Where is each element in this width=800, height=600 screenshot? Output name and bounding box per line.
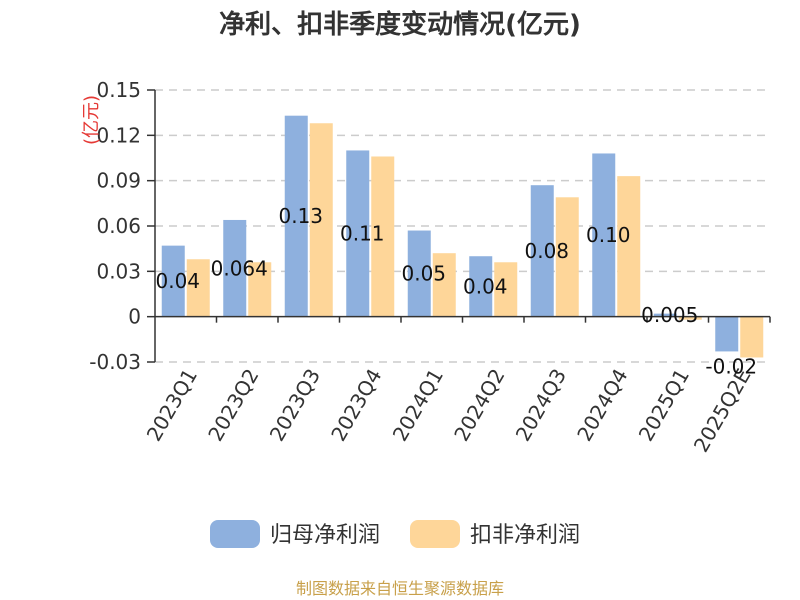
bar-deducted-profit: [617, 176, 641, 317]
x-tick-label: 2024Q1: [388, 365, 448, 446]
bar-deducted-profit: [494, 262, 518, 317]
bar-net-profit: [530, 185, 554, 317]
data-source-note: 制图数据来自恒生聚源数据库: [296, 579, 504, 598]
data-label: 0.04: [155, 269, 200, 293]
x-tick-label: 2024Q3: [511, 365, 571, 446]
bar-deducted-profit: [248, 262, 272, 317]
bar-deducted-profit: [740, 316, 764, 358]
chart-title: 净利、扣非季度变动情况(亿元): [219, 9, 581, 40]
legend-item-deducted-profit[interactable]: 扣非净利润: [410, 520, 580, 548]
legend-item-net-profit[interactable]: 归母净利润: [210, 520, 380, 548]
data-label: 0.11: [340, 222, 385, 246]
data-label: -0.02: [705, 354, 757, 378]
bar-net-profit: [223, 219, 247, 317]
data-label: 0.005: [641, 303, 698, 327]
bar-deducted-profit: [555, 197, 579, 317]
bar-net-profit: [715, 316, 739, 352]
y-tick-label: -0.03: [89, 350, 141, 374]
x-tick-label: 2023Q4: [326, 365, 386, 446]
x-tick-label: 2024Q4: [572, 365, 632, 446]
bar-deducted-profit: [309, 123, 333, 317]
legend-label: 扣非净利润: [470, 523, 580, 548]
data-label: 0.04: [463, 274, 508, 298]
y-tick-label: 0.15: [96, 78, 141, 102]
bar-net-profit: [346, 150, 370, 317]
x-tick-label: 2023Q2: [203, 365, 263, 446]
data-label: 0.05: [401, 262, 446, 286]
data-label: 0.10: [586, 223, 631, 247]
bar-net-profit: [407, 230, 431, 317]
y-tick-label: 0.12: [96, 123, 141, 147]
y-tick-label: 0: [128, 305, 141, 329]
data-label: 0.08: [524, 239, 569, 263]
bar-net-profit: [161, 245, 185, 317]
bar-deducted-profit: [371, 156, 395, 317]
bar-net-profit: [469, 256, 493, 317]
bar-net-profit: [592, 153, 616, 317]
y-axis-unit: (亿元): [81, 95, 102, 145]
data-label: 0.13: [278, 204, 323, 228]
x-tick-label: 2025Q1: [634, 365, 694, 446]
legend[interactable]: 归母净利润 扣非净利润: [210, 520, 580, 548]
x-tick-label: 2023Q3: [265, 365, 325, 446]
legend-swatch: [210, 520, 260, 548]
bar-deducted-profit: [186, 259, 210, 317]
y-tick-label: 0.09: [96, 169, 141, 193]
legend-label: 归母净利润: [270, 523, 380, 548]
data-labels: 0.04 0.064 0.13 0.11 0.05 0.04 0.08 0.10 0.005 -0…: [155, 204, 757, 378]
x-tick-label: 2023Q1: [142, 365, 202, 446]
bar-deducted-profit: [432, 253, 456, 317]
y-tick-label: 0.06: [96, 214, 141, 238]
bar-deducted-profit: [678, 316, 702, 320]
bars: [161, 115, 764, 358]
y-tick-label: 0.03: [96, 259, 141, 283]
x-tick-label: 2024Q2: [449, 365, 509, 446]
bar-net-profit: [284, 115, 308, 317]
data-label: 0.064: [211, 256, 268, 280]
bar-net-profit: [653, 313, 677, 317]
legend-swatch: [410, 520, 460, 548]
